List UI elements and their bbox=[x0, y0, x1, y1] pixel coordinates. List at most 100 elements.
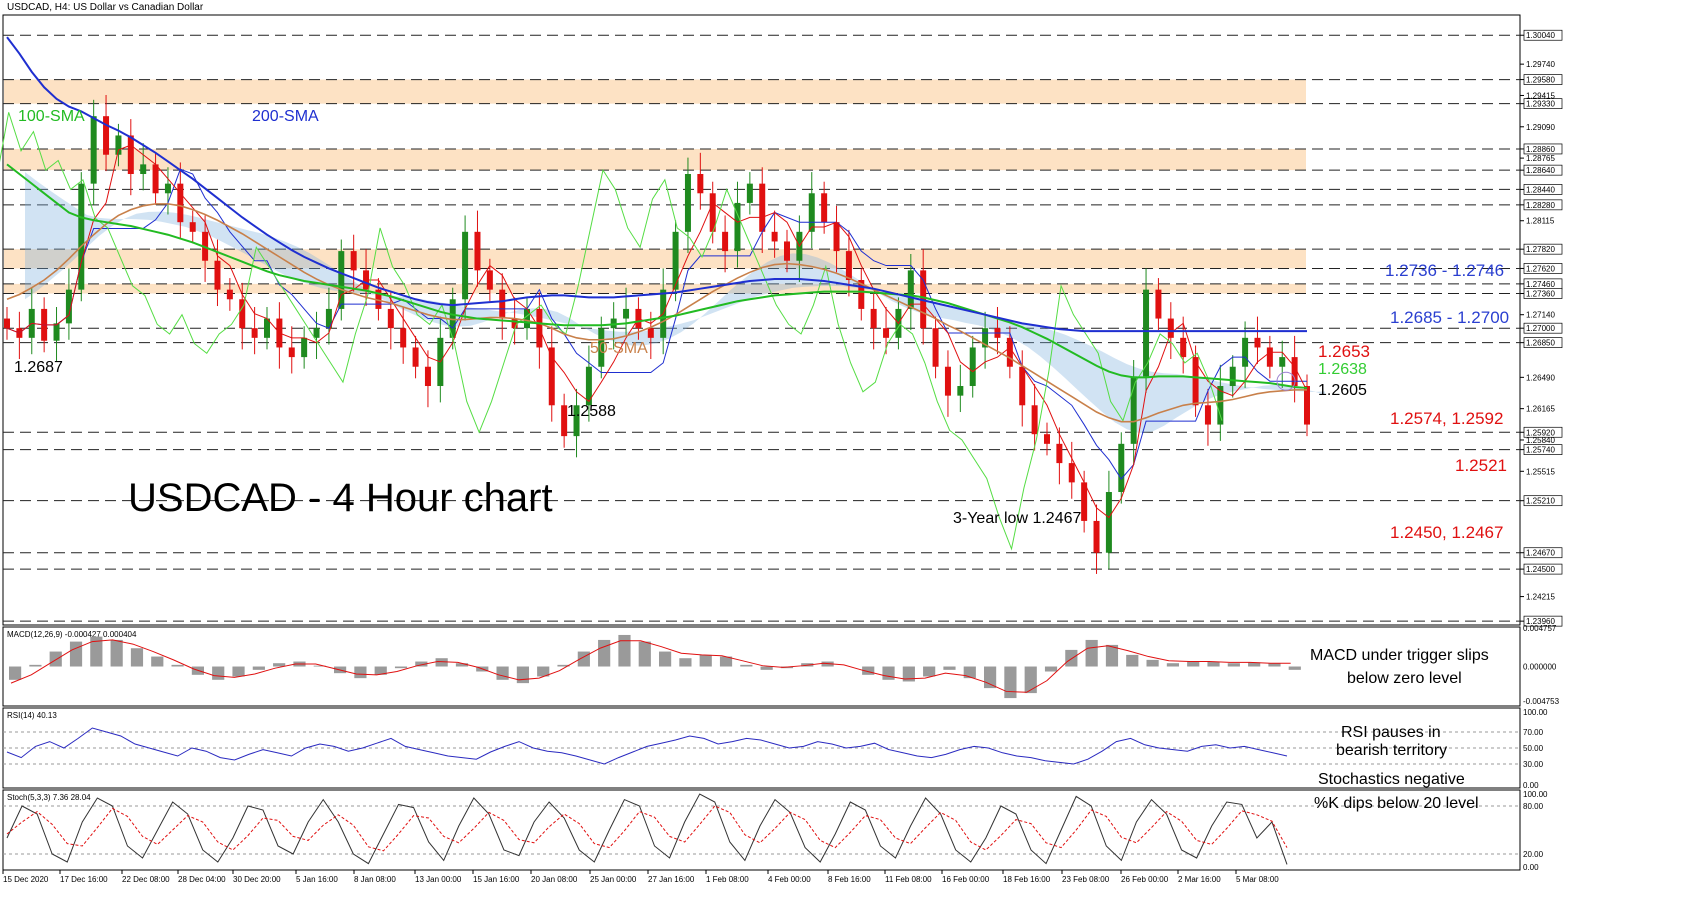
candle-body bbox=[400, 328, 407, 348]
candle-body bbox=[152, 164, 159, 194]
candle-body bbox=[1217, 386, 1224, 425]
macd-bar bbox=[1024, 666, 1037, 694]
candle-body bbox=[1056, 443, 1063, 464]
y-tick-label: 1.23960 bbox=[1526, 617, 1555, 626]
annotation-label: 100-SMA bbox=[18, 108, 85, 125]
x-tick-label: 8 Jan 08:00 bbox=[354, 875, 396, 884]
y-tick-label: 1.28115 bbox=[1526, 217, 1555, 226]
annotation-label: 1.2653 bbox=[1318, 342, 1370, 361]
candle-body bbox=[746, 183, 753, 203]
candle-body bbox=[1105, 492, 1112, 553]
macd-bar bbox=[1085, 639, 1098, 667]
annotation-label: 1.2588 bbox=[567, 403, 616, 420]
rsi-header: RSI(14) 40.13 bbox=[7, 711, 57, 720]
y-tick-box bbox=[1523, 143, 1563, 155]
macd-bar bbox=[1166, 663, 1179, 667]
macd-bar bbox=[1004, 666, 1017, 699]
rsi-panel: RSI(14) 40.13 100.00 70.00 50.00 30.00 0.00 RS… bbox=[2, 707, 1548, 790]
candle-body bbox=[1118, 443, 1125, 493]
macd-bar bbox=[1207, 661, 1220, 667]
candle-body bbox=[1093, 520, 1100, 553]
candle-body bbox=[301, 337, 308, 358]
candle-body bbox=[313, 328, 320, 338]
macd-bar bbox=[252, 666, 265, 670]
candle-body bbox=[412, 347, 419, 367]
candle-body bbox=[1068, 463, 1075, 483]
macd-bar bbox=[862, 666, 875, 675]
y-tick-box bbox=[1523, 29, 1563, 41]
candle-body bbox=[239, 299, 246, 329]
chikou-span-line bbox=[0, 112, 1223, 551]
candle-body bbox=[1254, 337, 1261, 348]
macd-bar bbox=[963, 666, 976, 679]
candle-body bbox=[944, 366, 951, 396]
y-tick-label: 1.25840 bbox=[1526, 436, 1555, 445]
stoch-k-line bbox=[6, 793, 1288, 865]
y-tick-label: 1.27820 bbox=[1526, 245, 1555, 254]
macd-bar bbox=[171, 664, 184, 667]
y-tick-box bbox=[1523, 164, 1563, 176]
macd-panel: MACD(12,26,9) -0.000427 0.000404 0.004757… bbox=[2, 624, 1560, 707]
candle-body bbox=[1006, 337, 1013, 367]
macd-bar bbox=[1065, 649, 1078, 667]
candle-body bbox=[1204, 405, 1211, 425]
candle-body bbox=[474, 231, 481, 271]
y-tick-label: 1.25210 bbox=[1526, 497, 1555, 506]
y-tick-box bbox=[1523, 563, 1563, 575]
chart-title: USDCAD - 4 Hour chart bbox=[128, 476, 553, 520]
x-tick-label: 25 Jan 00:00 bbox=[590, 875, 637, 884]
candle-body bbox=[845, 251, 852, 281]
macd-bar bbox=[9, 666, 22, 680]
candle-body bbox=[1155, 289, 1162, 319]
candle-body bbox=[486, 270, 493, 290]
candle-body bbox=[1192, 357, 1199, 406]
y-tick-label: 1.26490 bbox=[1526, 373, 1555, 382]
macd-bar bbox=[659, 651, 672, 667]
macd-y-tick: 0.000000 bbox=[1523, 663, 1557, 672]
candle-body bbox=[103, 116, 110, 155]
resistance-band bbox=[4, 249, 1306, 269]
candle-body bbox=[647, 328, 654, 338]
candle-body bbox=[734, 202, 741, 252]
annotation-label: 1.2687 bbox=[14, 359, 63, 376]
macd-signal-line bbox=[10, 639, 1291, 693]
candle-body bbox=[499, 289, 506, 319]
macd-bar bbox=[29, 664, 42, 667]
candle-body bbox=[1279, 357, 1286, 367]
macd-bar bbox=[1126, 654, 1139, 667]
macd-bar bbox=[537, 666, 550, 677]
annotation-label: 1.2685 - 1.2700 bbox=[1390, 308, 1509, 327]
resistance-band bbox=[4, 283, 1306, 294]
candle-body bbox=[684, 174, 691, 232]
stoch-frame bbox=[2, 789, 1521, 871]
macd-bar bbox=[699, 654, 712, 667]
candle-body bbox=[1242, 337, 1249, 367]
candle-body bbox=[821, 193, 828, 223]
y-tick-label: 1.28640 bbox=[1526, 166, 1555, 175]
macd-bar bbox=[719, 656, 733, 667]
candle-body bbox=[1291, 357, 1298, 387]
x-tick-label: 26 Feb 00:00 bbox=[1121, 875, 1169, 884]
annotation-label: 1.2574, 1.2592 bbox=[1390, 409, 1503, 428]
x-tick-label: 23 Feb 08:00 bbox=[1062, 875, 1110, 884]
rsi-y-tick: 100.00 bbox=[1523, 708, 1548, 717]
macd-bar bbox=[130, 648, 144, 667]
macd-bar bbox=[740, 664, 753, 667]
macd-bar bbox=[923, 666, 936, 677]
macd-bar bbox=[1146, 659, 1159, 667]
macd-bar bbox=[1187, 661, 1200, 667]
candle-body bbox=[4, 318, 10, 329]
macd-bar bbox=[598, 639, 611, 667]
x-tick-label: 18 Feb 16:00 bbox=[1003, 875, 1051, 884]
y-tick-label: 1.25740 bbox=[1526, 446, 1555, 455]
macd-bar bbox=[1248, 662, 1261, 667]
y-tick-box bbox=[1523, 444, 1563, 455]
x-tick-label: 5 Mar 08:00 bbox=[1236, 875, 1279, 884]
stoch-y-tick: 20.00 bbox=[1523, 850, 1544, 859]
candle-body bbox=[90, 116, 97, 184]
candle-body bbox=[1180, 337, 1187, 358]
candle-body bbox=[709, 193, 716, 232]
candle-body bbox=[1266, 347, 1273, 367]
candle-body bbox=[1044, 434, 1050, 444]
sma100-line bbox=[6, 163, 1308, 389]
